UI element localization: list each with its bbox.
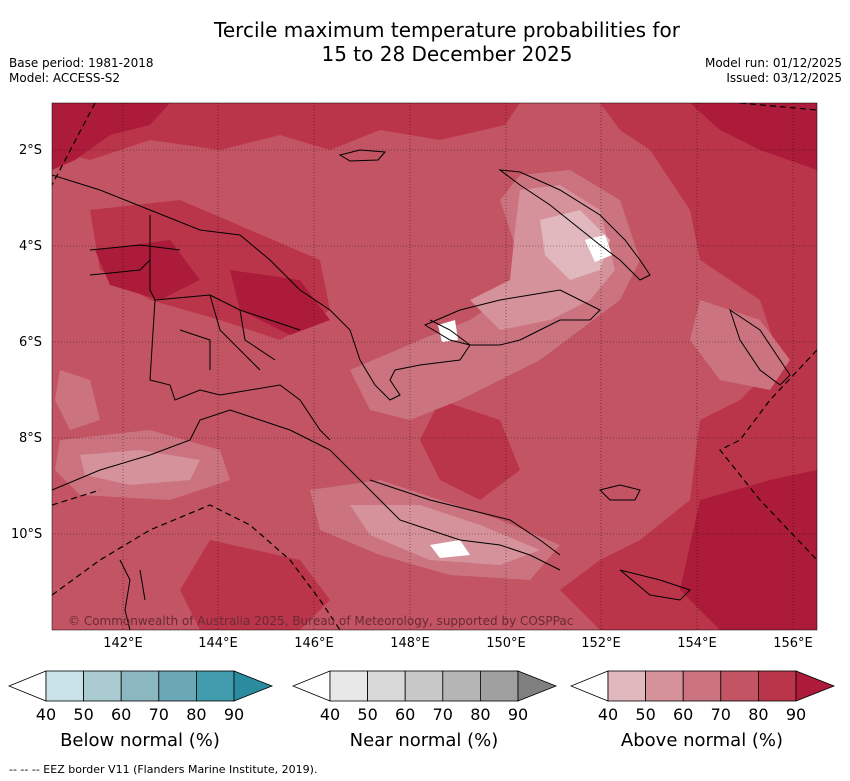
colorbar-near-segment (442, 670, 481, 702)
province-lines (89, 244, 301, 371)
new-britain (423, 289, 601, 346)
colorbar-near-tick: 50 (357, 705, 378, 724)
manus (338, 149, 387, 162)
lon-label-154e: 154°E (677, 636, 717, 651)
colorbar-near (292, 670, 558, 702)
colorbar-below-segment (120, 670, 160, 702)
colorbar-above-segment (607, 670, 646, 702)
copyright-notice: © Commonwealth of Australia 2025, Bureau… (68, 614, 574, 628)
colorbar-near-tick: 90 (507, 705, 529, 724)
colorbar-near-min-arrow (292, 670, 331, 702)
colorbar-above-min-arrow (570, 670, 609, 702)
colorbar-below (8, 670, 274, 702)
contour-90-north (52, 103, 170, 170)
lat-label-4s: 4°S (19, 239, 43, 254)
contour-90-west (95, 240, 200, 300)
colorbar-near-segment (329, 670, 368, 702)
colorbar-below-segment (45, 670, 84, 702)
title-line-2: 15 to 28 December 2025 (321, 42, 573, 66)
contour-90-mid (230, 270, 330, 335)
colorbar-above-tick: 60 (673, 705, 694, 724)
coastlines (52, 149, 791, 630)
colorbar-above (570, 670, 836, 702)
colorbar-above-segment (757, 670, 797, 702)
lat-label-10s: 10°S (11, 527, 43, 542)
map-frame (51, 102, 818, 631)
colorbar-near-max-arrow (517, 670, 558, 702)
white-patch-2 (438, 320, 458, 342)
colorbar-near-tick: 40 (319, 705, 341, 724)
colorbar-above-segment (720, 670, 759, 702)
contour-70-left (55, 370, 100, 430)
model-name: Model: ACCESS-S2 (9, 71, 121, 85)
contour-60-sw (80, 450, 200, 485)
lon-label-148e: 148°E (390, 636, 430, 651)
lat-label-6s: 6°S (19, 335, 43, 350)
torres-strait (119, 559, 146, 630)
lat-label-2s: 2°S (19, 143, 43, 158)
eez-footnote: -- -- -- EEZ border V11 (Flanders Marine… (9, 763, 318, 776)
colorbar-above-title: Above normal (%) (620, 730, 784, 751)
colorbar-below-max-arrow (233, 670, 274, 702)
colorbar-below-segment (195, 670, 235, 702)
new-guinea-south-coast (52, 409, 561, 571)
contour-80-centre (420, 400, 520, 500)
eez-border (52, 103, 817, 630)
colorbar-near-segment (404, 670, 444, 702)
white-patch-3 (430, 540, 470, 558)
colorbar-below-tick: 40 (35, 705, 57, 724)
issued-date: Issued: 03/12/2025 (726, 71, 842, 85)
colorbar-above-tick: 50 (635, 705, 656, 724)
colorbar-above-tick: 90 (785, 705, 807, 724)
colorbar-above-tick: 80 (748, 705, 769, 724)
colorbar-below-segment (158, 670, 197, 702)
colorbar-above-segment (682, 670, 722, 702)
colorbar-above-tick: 70 (710, 705, 731, 724)
colorbar-below-tick: 70 (148, 705, 169, 724)
lon-label-144e: 144°E (198, 636, 238, 651)
colorbar-below-min-arrow (8, 670, 47, 702)
colorbar-near-tick: 80 (470, 705, 491, 724)
contour-90-se (680, 470, 817, 630)
contour-90-ne (690, 103, 817, 170)
colorbar-near-segment (479, 670, 519, 702)
contour-70-east (690, 300, 790, 390)
d-entrecasteaux (599, 484, 641, 501)
meta-right: Model run: 01/12/2025 Issued: 03/12/2025 (705, 56, 842, 86)
colorbar-above-max-arrow (795, 670, 836, 702)
colorbar-below-segment (83, 670, 122, 702)
lat-label-8s: 8°S (19, 431, 43, 446)
model-run: Model run: 01/12/2025 (704, 56, 842, 70)
colorbar-above-segment (645, 670, 684, 702)
lon-label-142e: 142°E (103, 636, 143, 651)
white-patch-1 (585, 235, 612, 262)
lon-label-156e: 156°E (773, 636, 813, 651)
colorbar-below-tick: 80 (186, 705, 207, 724)
colorbar-below-tick: 50 (73, 705, 94, 724)
colorbar-near-tick: 60 (395, 705, 416, 724)
colorbar-near-title: Near normal (%) (349, 730, 499, 751)
lon-label-150e: 150°E (486, 636, 526, 651)
louisiade (619, 569, 691, 601)
papuan-tail (369, 479, 561, 556)
colorbar-below-tick: 90 (223, 705, 245, 724)
lon-label-146e: 146°E (294, 636, 334, 651)
lon-label-152e: 152°E (581, 636, 621, 651)
meta-left: Base period: 1981-2018 Model: ACCESS-S2 (9, 56, 154, 86)
colorbar-near-tick: 70 (432, 705, 453, 724)
new-ireland (498, 169, 651, 281)
colorbar-below-title: Below normal (%) (60, 730, 220, 751)
graticule (52, 103, 817, 630)
new-guinea-north-coast (52, 174, 471, 401)
bougainville (729, 308, 791, 386)
chart-title: Tercile maximum temperature probabilitie… (0, 18, 850, 66)
probability-map (51, 102, 818, 631)
contour-50-light (540, 210, 610, 280)
base-period: Base period: 1981-2018 (9, 56, 154, 70)
title-line-1: Tercile maximum temperature probabilitie… (214, 18, 680, 42)
colorbar-above-tick: 40 (597, 705, 619, 724)
contour-80-north (52, 103, 520, 160)
colorbar-near-segment (367, 670, 406, 702)
colorbar-below-tick: 60 (111, 705, 132, 724)
